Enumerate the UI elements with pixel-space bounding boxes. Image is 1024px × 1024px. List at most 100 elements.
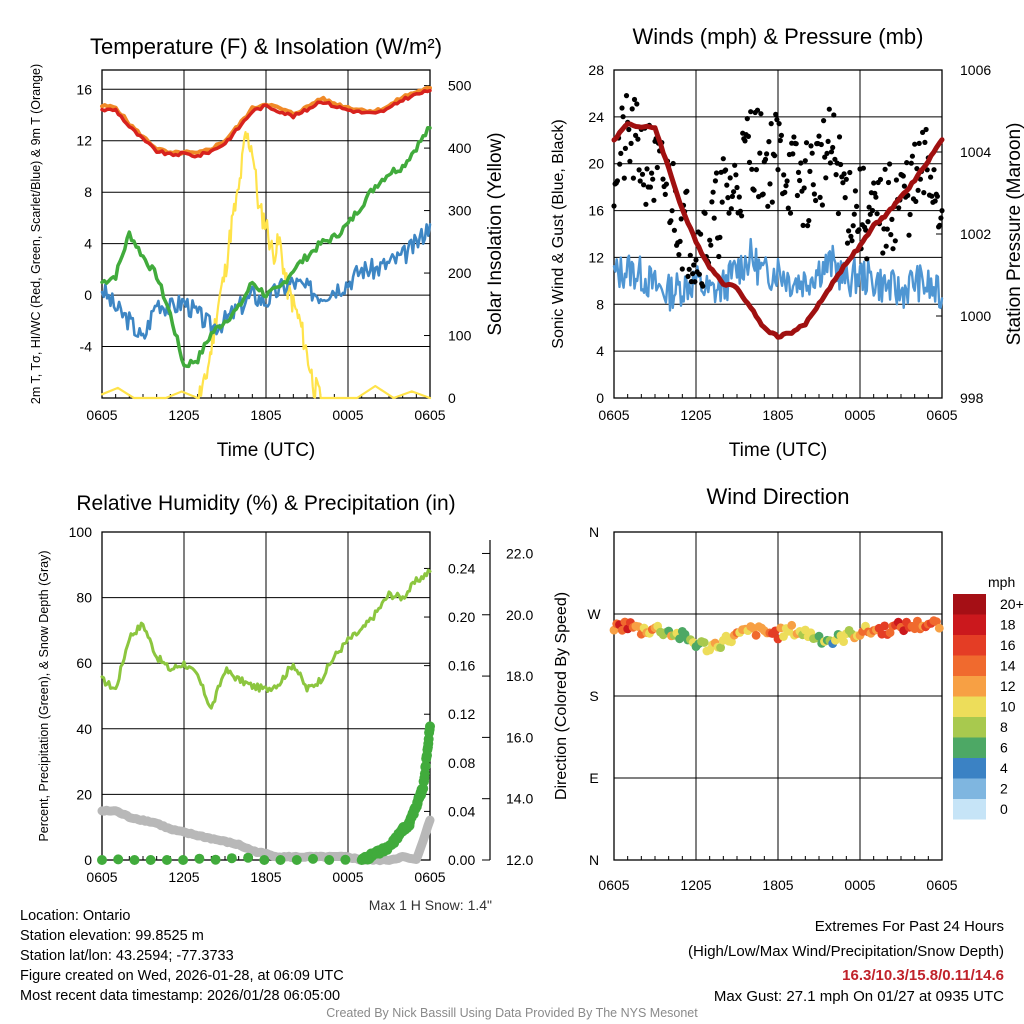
precip-point <box>178 855 189 865</box>
gust-point <box>807 168 813 174</box>
gust-point <box>893 177 900 183</box>
humidity-ytick-label: 40 <box>76 721 92 737</box>
gust-point <box>854 203 860 209</box>
precip-point <box>145 855 156 865</box>
gust-point <box>821 118 827 124</box>
humidity-y3tick-label: 16.0 <box>506 729 533 745</box>
gust-point <box>711 215 717 221</box>
gust-point <box>776 121 782 127</box>
gust-point <box>823 175 829 181</box>
temperature-series-solar <box>100 131 432 400</box>
gust-point <box>778 132 785 138</box>
gust-point <box>677 238 683 244</box>
winds-ytick-label: 12 <box>588 249 604 265</box>
gust-point <box>700 283 706 289</box>
temperature-xlabel: Time (UTC) <box>217 440 316 461</box>
wind_direction-xtick-label: 1805 <box>762 877 793 893</box>
gust-point <box>719 199 725 205</box>
speed-legend-swatch <box>953 737 986 758</box>
gust-point <box>775 167 781 173</box>
temperature-xtick-label: 0605 <box>86 407 117 423</box>
speed-legend-swatch <box>953 717 986 738</box>
gust-point <box>835 210 842 217</box>
humidity-xtick-label: 0005 <box>332 869 363 885</box>
temperature-y2tick-label: 400 <box>448 140 472 156</box>
gust-point <box>916 140 922 146</box>
speed-legend-label: 6 <box>1000 740 1008 756</box>
gust-point <box>634 101 640 107</box>
gust-point <box>696 271 703 277</box>
speed-legend: mph 20+ 18 16 14 12 10 8 6 4 2 0 <box>953 574 1024 820</box>
gust-point <box>824 150 830 156</box>
gust-point <box>904 160 910 166</box>
gust-point <box>846 228 852 234</box>
humidity-title: Relative Humidity (%) & Precipitation (i… <box>76 492 455 515</box>
winds-ytick-label: 0 <box>596 390 604 406</box>
gust-point <box>877 176 884 183</box>
winds-ytick-label: 24 <box>588 109 604 125</box>
winds-xtick-label: 1205 <box>680 407 711 423</box>
gust-point <box>850 223 856 229</box>
humidity-xtick-label: 1205 <box>168 869 199 885</box>
winds-ytick-label: 16 <box>588 203 604 219</box>
gust-point <box>727 175 733 181</box>
gust-point <box>787 210 794 216</box>
precip-point <box>324 855 335 865</box>
gust-point <box>710 189 716 195</box>
humidity-ytick-label: 100 <box>69 524 93 540</box>
gust-point <box>628 140 634 146</box>
gust-point <box>751 187 757 193</box>
direction-point <box>839 637 848 646</box>
gust-point <box>728 206 734 212</box>
speed-legend-swatch <box>953 614 986 635</box>
gust-point <box>742 138 748 144</box>
wind_direction-ytick-label: E <box>589 770 598 786</box>
precip-point <box>425 721 435 732</box>
winds-ylabel-right: Station Pressure (Maroon) <box>1004 123 1024 346</box>
gust-point <box>832 156 838 162</box>
gust-point <box>647 184 654 190</box>
gust-point <box>887 161 893 167</box>
gust-point <box>643 201 649 207</box>
gust-point <box>758 111 764 117</box>
footer-recent: Most recent data timestamp: 2026/01/28 0… <box>20 988 341 1004</box>
gust-point <box>698 231 704 237</box>
temperature-ytick-label: 12 <box>76 133 92 149</box>
gust-point <box>670 160 676 167</box>
gust-point <box>808 143 814 149</box>
humidity-y3tick-label: 20.0 <box>506 607 533 623</box>
wind_direction-xtick-label: 0605 <box>598 877 629 893</box>
temperature-y2tick-label: 300 <box>448 203 472 219</box>
gust-point <box>791 134 797 140</box>
temperature-y2tick-label: 500 <box>448 78 472 94</box>
gust-point <box>651 197 657 203</box>
humidity-note: Max 1 H Snow: 1.4" <box>369 897 492 913</box>
gust-point <box>716 253 722 260</box>
gust-point <box>819 202 826 208</box>
gust-point <box>765 203 771 209</box>
gust-point <box>890 246 896 252</box>
gust-point <box>831 112 837 118</box>
temperature-y2tick-label: 100 <box>448 328 472 344</box>
gust-point <box>928 174 934 180</box>
gust-point <box>848 233 854 239</box>
gust-point <box>737 208 744 214</box>
humidity-series-rh <box>100 568 432 710</box>
gust-point <box>783 183 789 189</box>
gust-point <box>802 158 808 164</box>
wind_direction-ytick-label: N <box>589 524 599 540</box>
gust-point <box>660 176 666 182</box>
extremes-values: 16.3/10.3/15.8/0.11/14.6 <box>842 967 1004 984</box>
gust-point <box>860 165 867 171</box>
gust-point <box>906 232 912 238</box>
humidity-y2tick-label: 0.08 <box>448 755 475 771</box>
gust-point <box>801 185 807 191</box>
gust-point <box>679 266 685 272</box>
gust-point <box>847 169 853 176</box>
gust-point <box>864 256 870 262</box>
gust-point <box>764 151 770 157</box>
winds-title: Winds (mph) & Pressure (mb) <box>633 24 924 49</box>
gust-point <box>810 182 816 188</box>
direction-point <box>727 637 736 647</box>
gust-point <box>772 153 778 159</box>
